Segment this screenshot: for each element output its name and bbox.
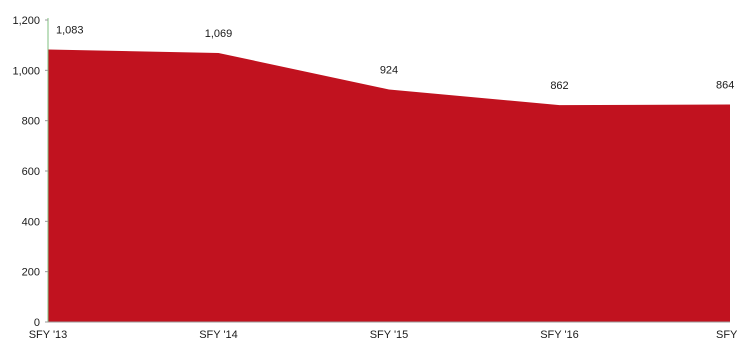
x-tick-label: SFY '14 (199, 329, 238, 341)
y-tick-label: 200 (22, 267, 40, 279)
x-tick-label: SFY '16 (540, 329, 579, 341)
y-axis-ticks: 0 200 400 600 800 1,000 1,200 (12, 15, 48, 329)
data-labels: 1,083 1,069 924 862 864 (56, 24, 734, 92)
y-tick-label: 800 (22, 116, 40, 128)
y-tick-label: 400 (22, 216, 40, 228)
y-tick-label: 1,200 (12, 15, 40, 27)
data-label: 924 (380, 64, 398, 76)
y-tick-label: 600 (22, 166, 40, 178)
data-label: 1,069 (205, 28, 233, 40)
area-layer (48, 49, 730, 322)
x-axis-ticks: SFY '13 SFY '14 SFY '15 SFY '16 SFY '1 (29, 329, 738, 341)
area-series (48, 49, 730, 322)
data-label: 862 (550, 80, 568, 92)
x-tick-label: SFY '15 (370, 329, 409, 341)
data-label: 1,083 (56, 24, 84, 36)
y-tick-label: 1,000 (12, 65, 40, 77)
x-tick-label: SFY '1 (716, 329, 738, 341)
x-tick-label: SFY '13 (29, 329, 68, 341)
data-label: 864 (716, 80, 734, 92)
y-tick-label: 0 (34, 317, 40, 329)
